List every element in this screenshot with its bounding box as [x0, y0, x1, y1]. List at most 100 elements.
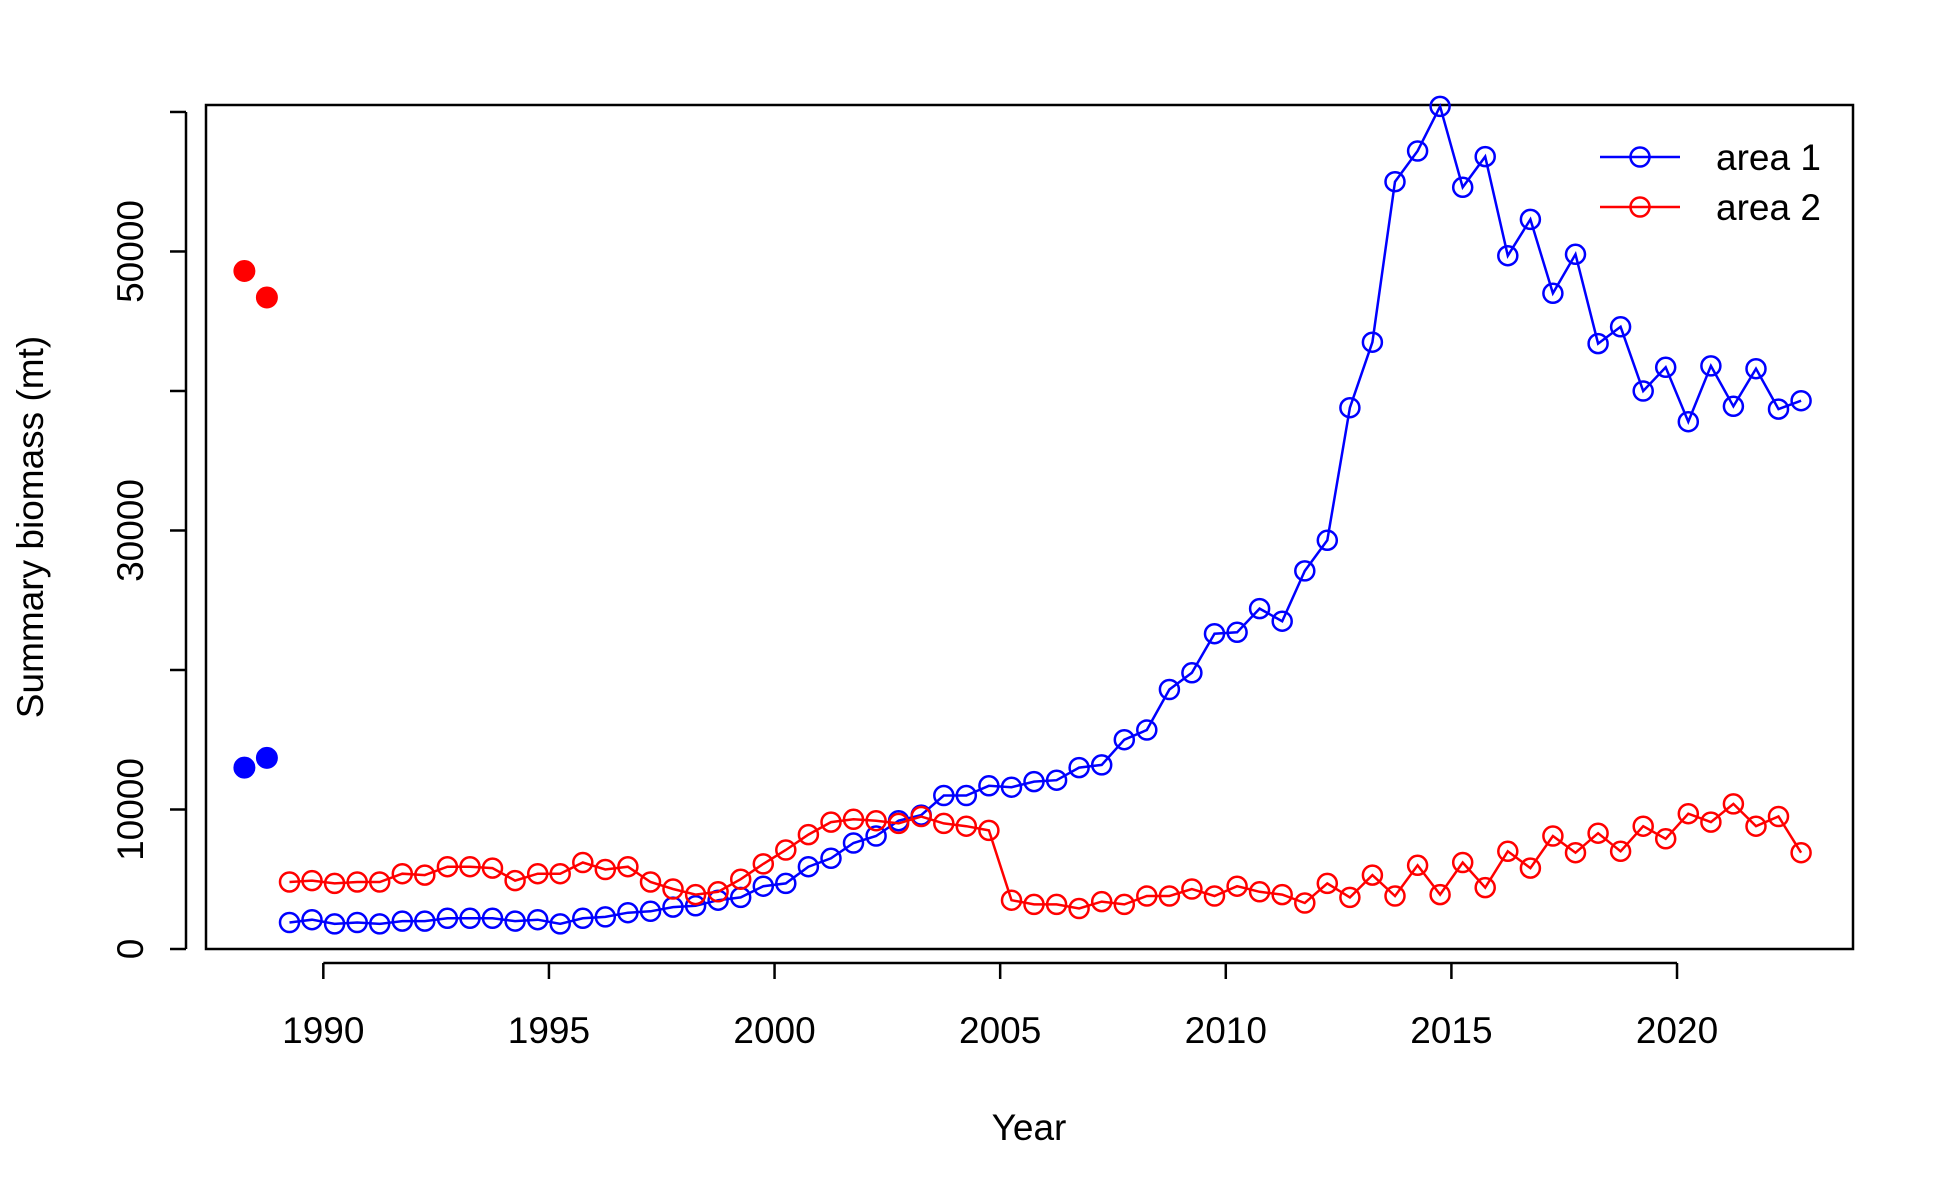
data-point [955, 815, 978, 837]
data-point [346, 911, 368, 934]
data-point [1497, 840, 1519, 863]
data-point [414, 910, 436, 932]
data-point [775, 872, 797, 895]
data-point [323, 872, 346, 895]
x-tick-label: 2015 [1410, 1010, 1492, 1051]
data-point [1767, 398, 1790, 420]
data-point [1384, 170, 1406, 193]
data-point [1587, 822, 1609, 844]
data-point [1767, 805, 1790, 828]
x-tick-label: 2020 [1636, 1010, 1718, 1051]
y-tick-label: 30000 [110, 479, 151, 582]
data-point [1361, 864, 1384, 886]
x-tick-label: 2000 [733, 1010, 815, 1051]
data-point [1136, 719, 1158, 741]
data-point [1451, 176, 1474, 199]
data-point [1023, 770, 1045, 793]
data-point [481, 857, 504, 879]
data-point [1564, 841, 1587, 864]
data-point [842, 832, 865, 854]
initial-point [255, 746, 278, 769]
legend-marker-area-2 [1629, 196, 1651, 218]
data-point [1497, 244, 1519, 267]
data-point [1045, 769, 1068, 791]
data-point [1542, 825, 1564, 847]
legend: area 1 area 2 [1600, 137, 1821, 228]
x-tick-label: 2005 [959, 1010, 1041, 1051]
data-point [594, 858, 617, 881]
initial-point [233, 260, 256, 282]
data-point [639, 900, 662, 923]
data-point [1226, 875, 1248, 897]
data-point [1790, 841, 1812, 864]
data-point [1361, 331, 1384, 353]
x-tick-label: 2010 [1185, 1010, 1267, 1051]
data-point [504, 910, 526, 932]
y-tick-label: 0 [110, 939, 151, 960]
data-point [549, 862, 571, 885]
data-point [617, 855, 639, 878]
data-point [1090, 754, 1113, 776]
data-point [301, 908, 323, 931]
data-point [662, 878, 684, 900]
data-point [278, 871, 301, 893]
x-tick-label: 1995 [508, 1010, 590, 1051]
data-point [1068, 897, 1090, 920]
data-point [1542, 282, 1564, 305]
data-point [1654, 828, 1677, 850]
data-point [1519, 208, 1542, 231]
data-point [1632, 815, 1654, 837]
data-point [323, 913, 346, 935]
data-point [1000, 776, 1023, 798]
legend-marker-area-1 [1629, 146, 1651, 168]
data-point [1339, 396, 1361, 419]
data-point [1316, 872, 1339, 895]
data-point [1429, 883, 1451, 906]
data-point [1136, 885, 1158, 907]
data-point [346, 871, 368, 893]
data-point [1248, 881, 1271, 903]
data-point [707, 881, 729, 903]
data-point [1271, 610, 1293, 632]
data-point [639, 871, 662, 893]
data-point [1632, 380, 1654, 402]
data-point [594, 906, 617, 928]
data-point [1158, 885, 1181, 907]
data-point [391, 862, 414, 885]
data-point [459, 907, 481, 930]
data-point [414, 864, 436, 886]
data-point [1294, 560, 1316, 582]
data-point [842, 808, 865, 831]
data-point [1745, 357, 1767, 380]
data-point [797, 823, 820, 846]
data-point [1406, 854, 1429, 877]
data-point [572, 851, 594, 874]
data-point [1654, 356, 1677, 379]
data-point [1609, 840, 1632, 863]
data-point [1271, 883, 1293, 906]
data-point [1068, 756, 1090, 779]
data-point [1677, 802, 1700, 825]
initial-point [233, 756, 256, 779]
data-point [865, 809, 887, 832]
data-point [1181, 878, 1203, 900]
data-point [933, 812, 955, 835]
data-point [1000, 889, 1023, 911]
x-axis: 1990 1995 2000 2005 2010 2015 2020 [282, 961, 1718, 1051]
data-point [775, 839, 797, 861]
initial-point [255, 286, 278, 309]
series-line [289, 802, 1803, 910]
data-point [684, 895, 707, 917]
y-axis-label: Summary biomass (mt) [10, 336, 51, 718]
data-point [1226, 621, 1248, 644]
plot-frame [204, 103, 1855, 951]
data-point [1564, 243, 1587, 266]
data-point [1339, 886, 1361, 909]
data-point [1745, 815, 1767, 837]
data-point [1045, 893, 1068, 916]
data-point [1587, 332, 1609, 355]
series-area-1 [233, 95, 1812, 935]
series-line [289, 102, 1802, 926]
data-point [910, 805, 932, 828]
